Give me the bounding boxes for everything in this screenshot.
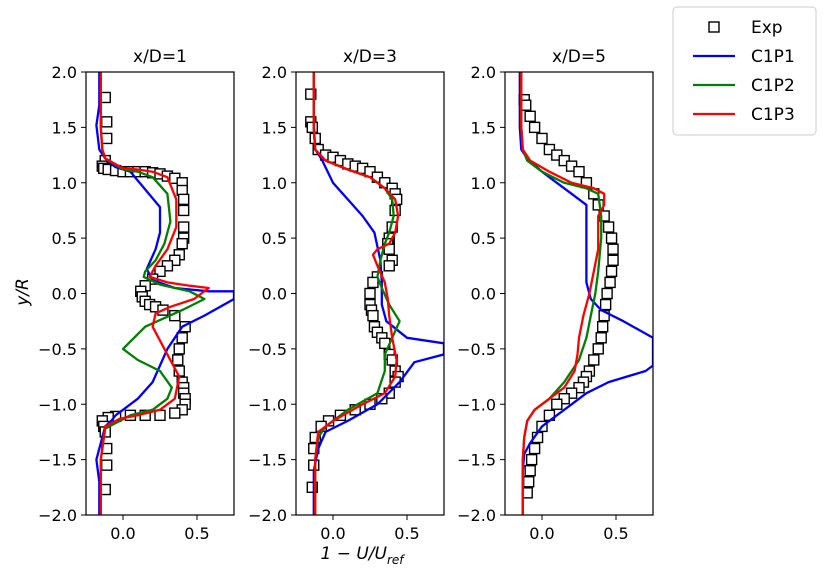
series-exp [97, 92, 190, 494]
y-tick-label: 0.5 [262, 229, 287, 248]
exp-marker [552, 399, 562, 409]
exp-marker [177, 239, 187, 249]
x-tick-label: 0.5 [184, 524, 209, 543]
legend-label: C1P3 [751, 105, 795, 125]
exp-marker [607, 233, 617, 243]
y-tick-label: 0.5 [471, 229, 496, 248]
exp-marker [179, 222, 189, 232]
panel-title: x/D=3 [343, 47, 397, 67]
y-tick-label: 0.0 [471, 285, 496, 304]
exp-marker [368, 277, 378, 287]
y-tick-label: 2.0 [52, 63, 77, 82]
legend-label: C1P2 [751, 76, 795, 96]
exp-marker [598, 322, 608, 332]
legend-label: Exp [751, 18, 783, 38]
exp-marker [537, 133, 547, 143]
exp-marker [170, 408, 180, 418]
y-tick-label: 0.5 [52, 229, 77, 248]
panel-3: x/D=5 0.0 0.5 −2.0 −1.5 −1.0 −0.5 0.0 0.5 1.0 1.5 2… [457, 47, 653, 543]
y-tick-label: −1.0 [38, 395, 77, 414]
exp-marker [179, 205, 189, 215]
y-tick-label: 0.0 [52, 285, 77, 304]
x-axis-label-sub: ref [387, 553, 405, 567]
exp-marker [602, 289, 612, 299]
exp-marker [365, 289, 375, 299]
x-tick-label: 0.0 [529, 524, 554, 543]
exp-marker [530, 122, 540, 132]
exp-marker [589, 355, 599, 365]
exp-marker [525, 111, 535, 121]
panel-title: x/D=1 [133, 47, 187, 67]
y-tick-label: 2.0 [262, 63, 287, 82]
y-tick-label: −2.0 [38, 506, 77, 525]
legend-swatch [709, 22, 719, 32]
y-tick-label: 1.0 [471, 174, 496, 193]
plot-area [96, 72, 234, 515]
figure-canvas: x/D=1 0.0 0.5 −2.0 −1.5 −1.0 −0.5 0.0 0.5 1.0 1.5 2… [0, 0, 823, 577]
panel-1: x/D=1 0.0 0.5 −2.0 −1.5 −1.0 −0.5 0.0 0.5 1.0 1.5 2… [38, 47, 234, 543]
x-axis-label-main: 1 − U/U [320, 544, 387, 564]
y-tick-label: 1.5 [52, 118, 77, 137]
exp-marker [102, 117, 112, 127]
y-tick-label: −2.0 [248, 506, 287, 525]
panel-title: x/D=5 [552, 47, 606, 67]
exp-marker [608, 244, 618, 254]
series-exp [306, 89, 403, 492]
plot-area [519, 72, 653, 515]
x-tick-label: 0.5 [603, 524, 628, 543]
y-tick-label: 0.0 [262, 285, 287, 304]
exp-marker [574, 167, 584, 177]
legend-label: C1P1 [751, 47, 795, 67]
y-tick-label: 2.0 [471, 63, 496, 82]
panel-2: x/D=3 0.0 0.5 −2.0 −1.5 −1.0 −0.5 0.0 0.5 1.0 1.5 2… [248, 47, 444, 543]
x-tick-label: 0.0 [320, 524, 345, 543]
exp-marker [601, 300, 611, 310]
x-tick-label: 0.0 [110, 524, 135, 543]
y-tick-label: −1.5 [457, 451, 496, 470]
y-tick-label: −1.0 [248, 395, 287, 414]
series-c1p2-line [101, 72, 205, 515]
exp-marker [524, 477, 534, 487]
exp-marker [530, 444, 540, 454]
y-tick-label: 1.5 [471, 118, 496, 137]
exp-marker [368, 311, 378, 321]
exp-marker [596, 333, 606, 343]
series-c1p1-line [96, 72, 234, 515]
y-tick-label: −2.0 [457, 506, 496, 525]
exp-marker [525, 466, 535, 476]
y-tick-label: −0.5 [457, 340, 496, 359]
panels: x/D=1 0.0 0.5 −2.0 −1.5 −1.0 −0.5 0.0 0.5 1.0 1.5 2… [38, 47, 653, 543]
exp-marker [607, 266, 617, 276]
exp-marker [102, 133, 112, 143]
y-tick-label: −0.5 [38, 340, 77, 359]
exp-marker [173, 355, 183, 365]
exp-marker [604, 222, 614, 232]
exp-marker [605, 277, 615, 287]
y-axis-label: y/R [13, 278, 33, 307]
y-tick-label: 1.0 [262, 174, 287, 193]
series-c1p1-line [314, 72, 444, 515]
exp-marker [177, 333, 187, 343]
exp-marker [174, 344, 184, 354]
x-tick-label: 0.5 [394, 524, 419, 543]
exp-marker [307, 122, 317, 132]
exp-marker [384, 261, 394, 271]
x-axis-label: 1 − U/Uref [320, 544, 405, 567]
exp-marker [527, 455, 537, 465]
y-tick-label: −1.0 [457, 395, 496, 414]
exp-marker [608, 255, 618, 265]
y-tick-label: −1.5 [38, 451, 77, 470]
legend: Exp C1P1 C1P2 C1P3 [673, 7, 816, 135]
exp-marker [593, 344, 603, 354]
y-tick-label: 1.0 [52, 174, 77, 193]
y-tick-label: 1.5 [262, 118, 287, 137]
exp-marker [179, 194, 189, 204]
exp-marker [102, 460, 112, 470]
plot-area [306, 72, 444, 515]
y-tick-label: −0.5 [248, 340, 287, 359]
y-tick-label: −1.5 [248, 451, 287, 470]
